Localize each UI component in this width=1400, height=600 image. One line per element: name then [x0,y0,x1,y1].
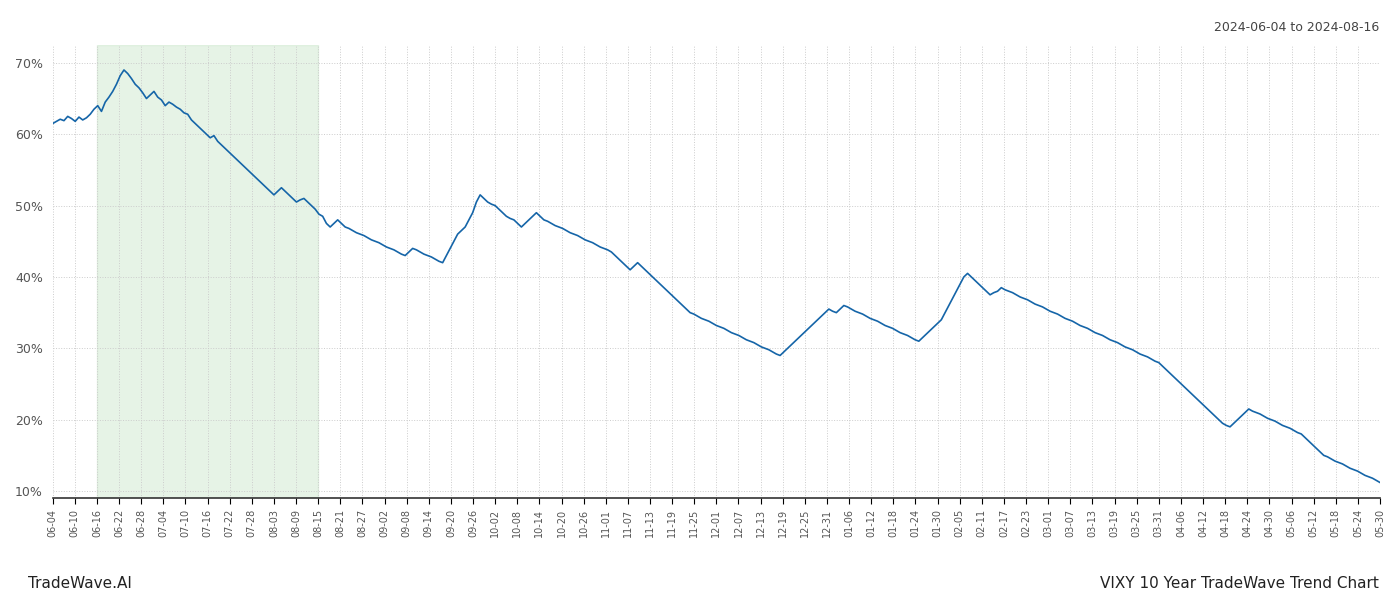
Text: VIXY 10 Year TradeWave Trend Chart: VIXY 10 Year TradeWave Trend Chart [1100,576,1379,591]
Text: TradeWave.AI: TradeWave.AI [28,576,132,591]
Bar [97,45,318,498]
Text: 2024-06-04 to 2024-08-16: 2024-06-04 to 2024-08-16 [1214,21,1379,34]
